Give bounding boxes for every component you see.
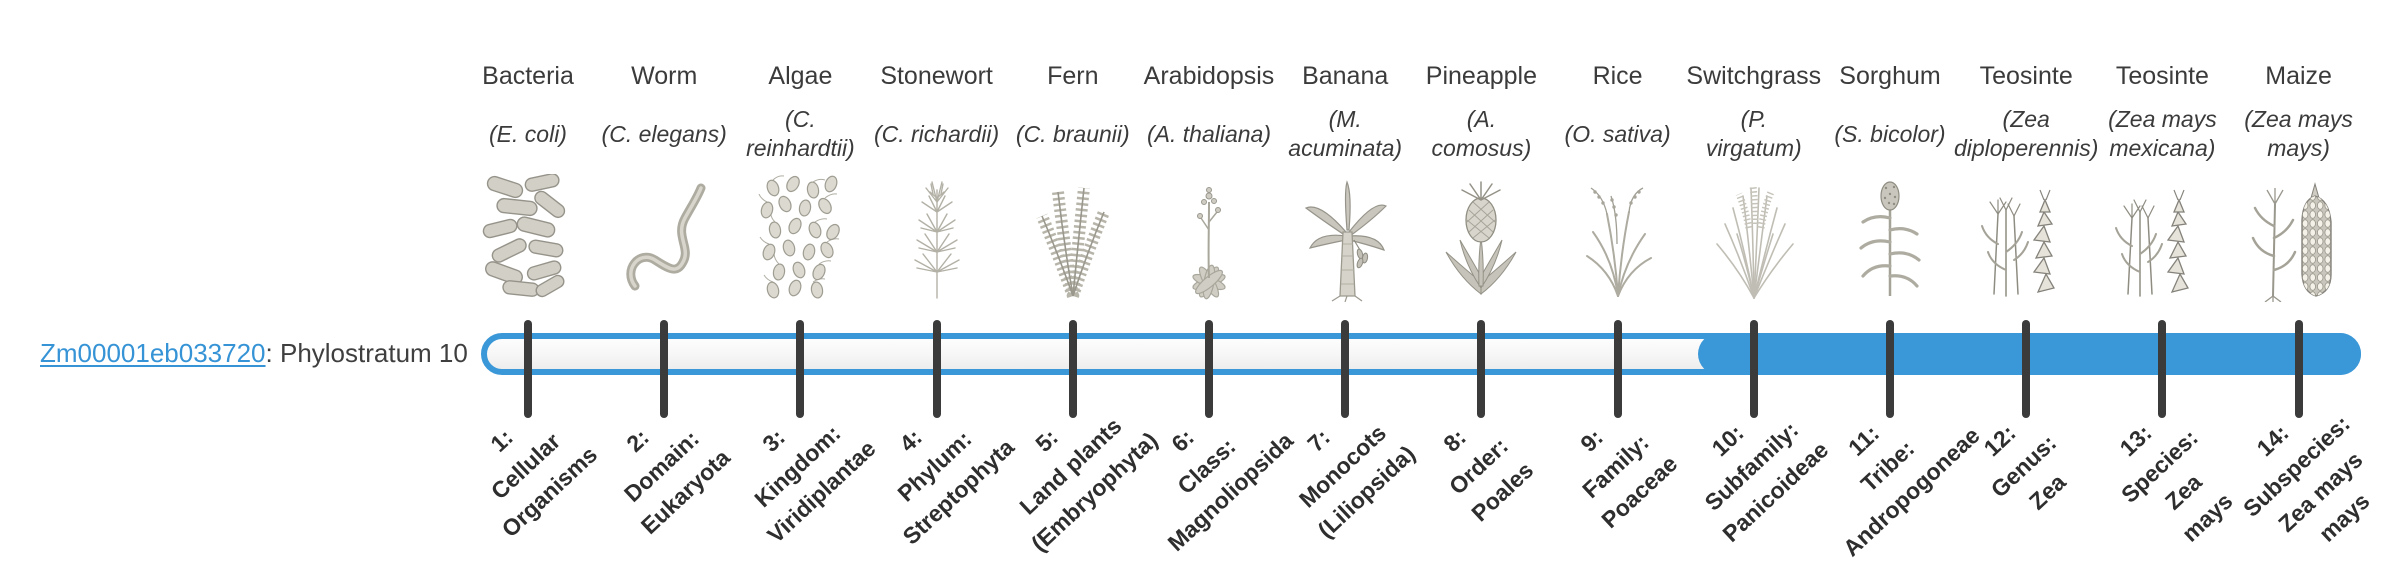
taxon-column-7: Banana (M. acuminata) 7: Monocot [1277, 0, 1420, 580]
taxon-common-name: Teosinte [1979, 62, 2073, 90]
bacteria-icon [482, 174, 566, 298]
taxon-icon-slot [586, 170, 742, 302]
teosinte-diploperennis-icon [1981, 189, 2056, 297]
taxon-column-14: Maize (Zea mays mays) 14: Subspecies: Ze… [2231, 0, 2375, 580]
taxon-common-name: Banana [1302, 62, 1389, 90]
phylostratum-tick [1749, 320, 1758, 418]
taxon-latin-name: (E. coli) [489, 120, 567, 147]
phylostratum-tick [2158, 320, 2167, 418]
phylostratum-tick [1613, 320, 1622, 418]
phylostratum-tick [2294, 320, 2303, 418]
taxon-common-name: Teosinte [2115, 62, 2209, 90]
phylostratum-tick [1886, 320, 1894, 418]
gene-phylostratum-text: : Phylostratum 10 [265, 338, 468, 368]
taxon-icon-slot [1267, 170, 1423, 302]
taxon-icon-slot [2221, 170, 2377, 302]
taxon-latin-name: (C. richardii) [873, 120, 1000, 147]
taxon-common-name: Worm [631, 62, 698, 90]
worm-icon [626, 183, 706, 291]
phylostratum-tick [1341, 320, 1350, 418]
rice-icon [1585, 187, 1652, 297]
taxon-icon-slot [1131, 170, 1287, 302]
taxon-icon-slot [1948, 170, 2104, 302]
taxon-common-name: Sorghum [1839, 62, 1941, 90]
taxon-latin-name: (Zea mays mays) [2244, 106, 2353, 161]
phylostratum-tick [524, 320, 532, 418]
taxon-common-name: Fern [1047, 62, 1099, 90]
taxon-latin-name: (O. sativa) [1564, 120, 1671, 147]
taxon-column-10: Switchgrass (P. virgatum) 10: Subfamily:… [1686, 0, 1833, 580]
phylostratum-tick [932, 320, 941, 418]
taxon-icon-slot [722, 170, 878, 302]
taxon-latin-name: (S. bicolor) [1834, 120, 1946, 147]
taxon-latin-name: (C. elegans) [601, 120, 727, 147]
phylostratum-tick [660, 320, 669, 418]
taxon-icon-slot [2084, 170, 2240, 302]
taxon-latin-name: (Zea mays mexicana) [2108, 106, 2217, 161]
taxon-common-name: Bacteria [482, 62, 574, 90]
taxon-latin-name: (A. comosus) [1431, 106, 1532, 161]
maize-icon [2251, 182, 2332, 302]
taxon-latin-name: (A. thaliana) [1146, 120, 1271, 147]
taxon-icon-slot [1812, 170, 1968, 302]
phylostratum-tick [1205, 320, 1213, 418]
taxon-column-6: Arabidopsis (A. thaliana) 6: Class: Magn… [1141, 0, 1298, 580]
phylostratum-tick [796, 320, 805, 418]
gene-id-link[interactable]: Zm00001eb033720 [40, 338, 266, 368]
taxon-icon-slot [1540, 170, 1696, 302]
taxon-column-4: Stonewort (C. richardii) 4: Phylum: Stre… [869, 0, 1019, 580]
taxon-latin-name: (Zea diploperennis) [1953, 106, 2099, 161]
taxon-icon-slot [1403, 170, 1559, 302]
taxon-icon-slot [450, 170, 606, 302]
taxon-column-12: Teosinte (Zea diploperennis) [1954, 0, 2098, 580]
teosinte-mexicana-icon [2115, 189, 2190, 297]
taxon-column-9: Rice (O. sativa) [1550, 0, 1686, 580]
taxon-column-13: Teosinte (Zea mays mexicana) [2094, 0, 2238, 580]
switchgrass-icon [1715, 185, 1794, 299]
sorghum-icon [1859, 181, 1921, 296]
taxon-icon-slot [995, 170, 1151, 302]
taxon-common-name: Switchgrass [1686, 62, 1822, 90]
pineapple-icon [1445, 181, 1517, 296]
taxon-column-11: Sorghum (S. bicolor) 11: Tribe: Andropog… [1822, 0, 1984, 580]
fern-icon [1036, 187, 1110, 299]
taxon-column-3: Algae (C. reinhardtii) [732, 0, 881, 580]
taxon-common-name: Stonewort [880, 62, 993, 90]
stonewort-icon [913, 181, 960, 299]
algae-icon [758, 175, 841, 299]
taxon-common-name: Arabidopsis [1143, 62, 1275, 90]
phylostratum-tick [2022, 320, 2031, 418]
phylostratum-tick [1477, 320, 1486, 418]
taxon-latin-name: (C. braunii) [1015, 120, 1130, 147]
arabidopsis-icon [1192, 187, 1226, 300]
taxon-latin-name: (C. reinhardtii) [746, 106, 855, 161]
taxon-latin-name: (M. acuminata) [1288, 106, 1403, 161]
taxon-column-2: Worm (C. elegans) 2: Domain: Eukaryota [596, 0, 736, 580]
taxon-latin-name: (P. virgatum) [1705, 106, 1802, 161]
taxon-common-name: Algae [768, 62, 833, 90]
taxon-icon-slot [859, 170, 1015, 302]
taxon-icon-slot [1676, 170, 1832, 302]
phylostratum-tick [1068, 320, 1077, 418]
taxon-column-1: Bacteria (E. coli) 1: Cellular Organis [460, 0, 602, 580]
taxon-common-name: Maize [2265, 62, 2332, 90]
taxon-column-5: Fern (C. braunii) 5: Land plants (Embryo… [1005, 0, 1162, 580]
gene-label: Zm00001eb033720: Phylostratum 10 [40, 338, 468, 369]
taxon-common-name: Rice [1592, 62, 1643, 90]
banana-icon [1304, 180, 1388, 302]
taxon-column-8: Pineapple (A. comosus) 8: Order: Poales [1413, 0, 1549, 580]
taxon-common-name: Pineapple [1425, 62, 1537, 90]
